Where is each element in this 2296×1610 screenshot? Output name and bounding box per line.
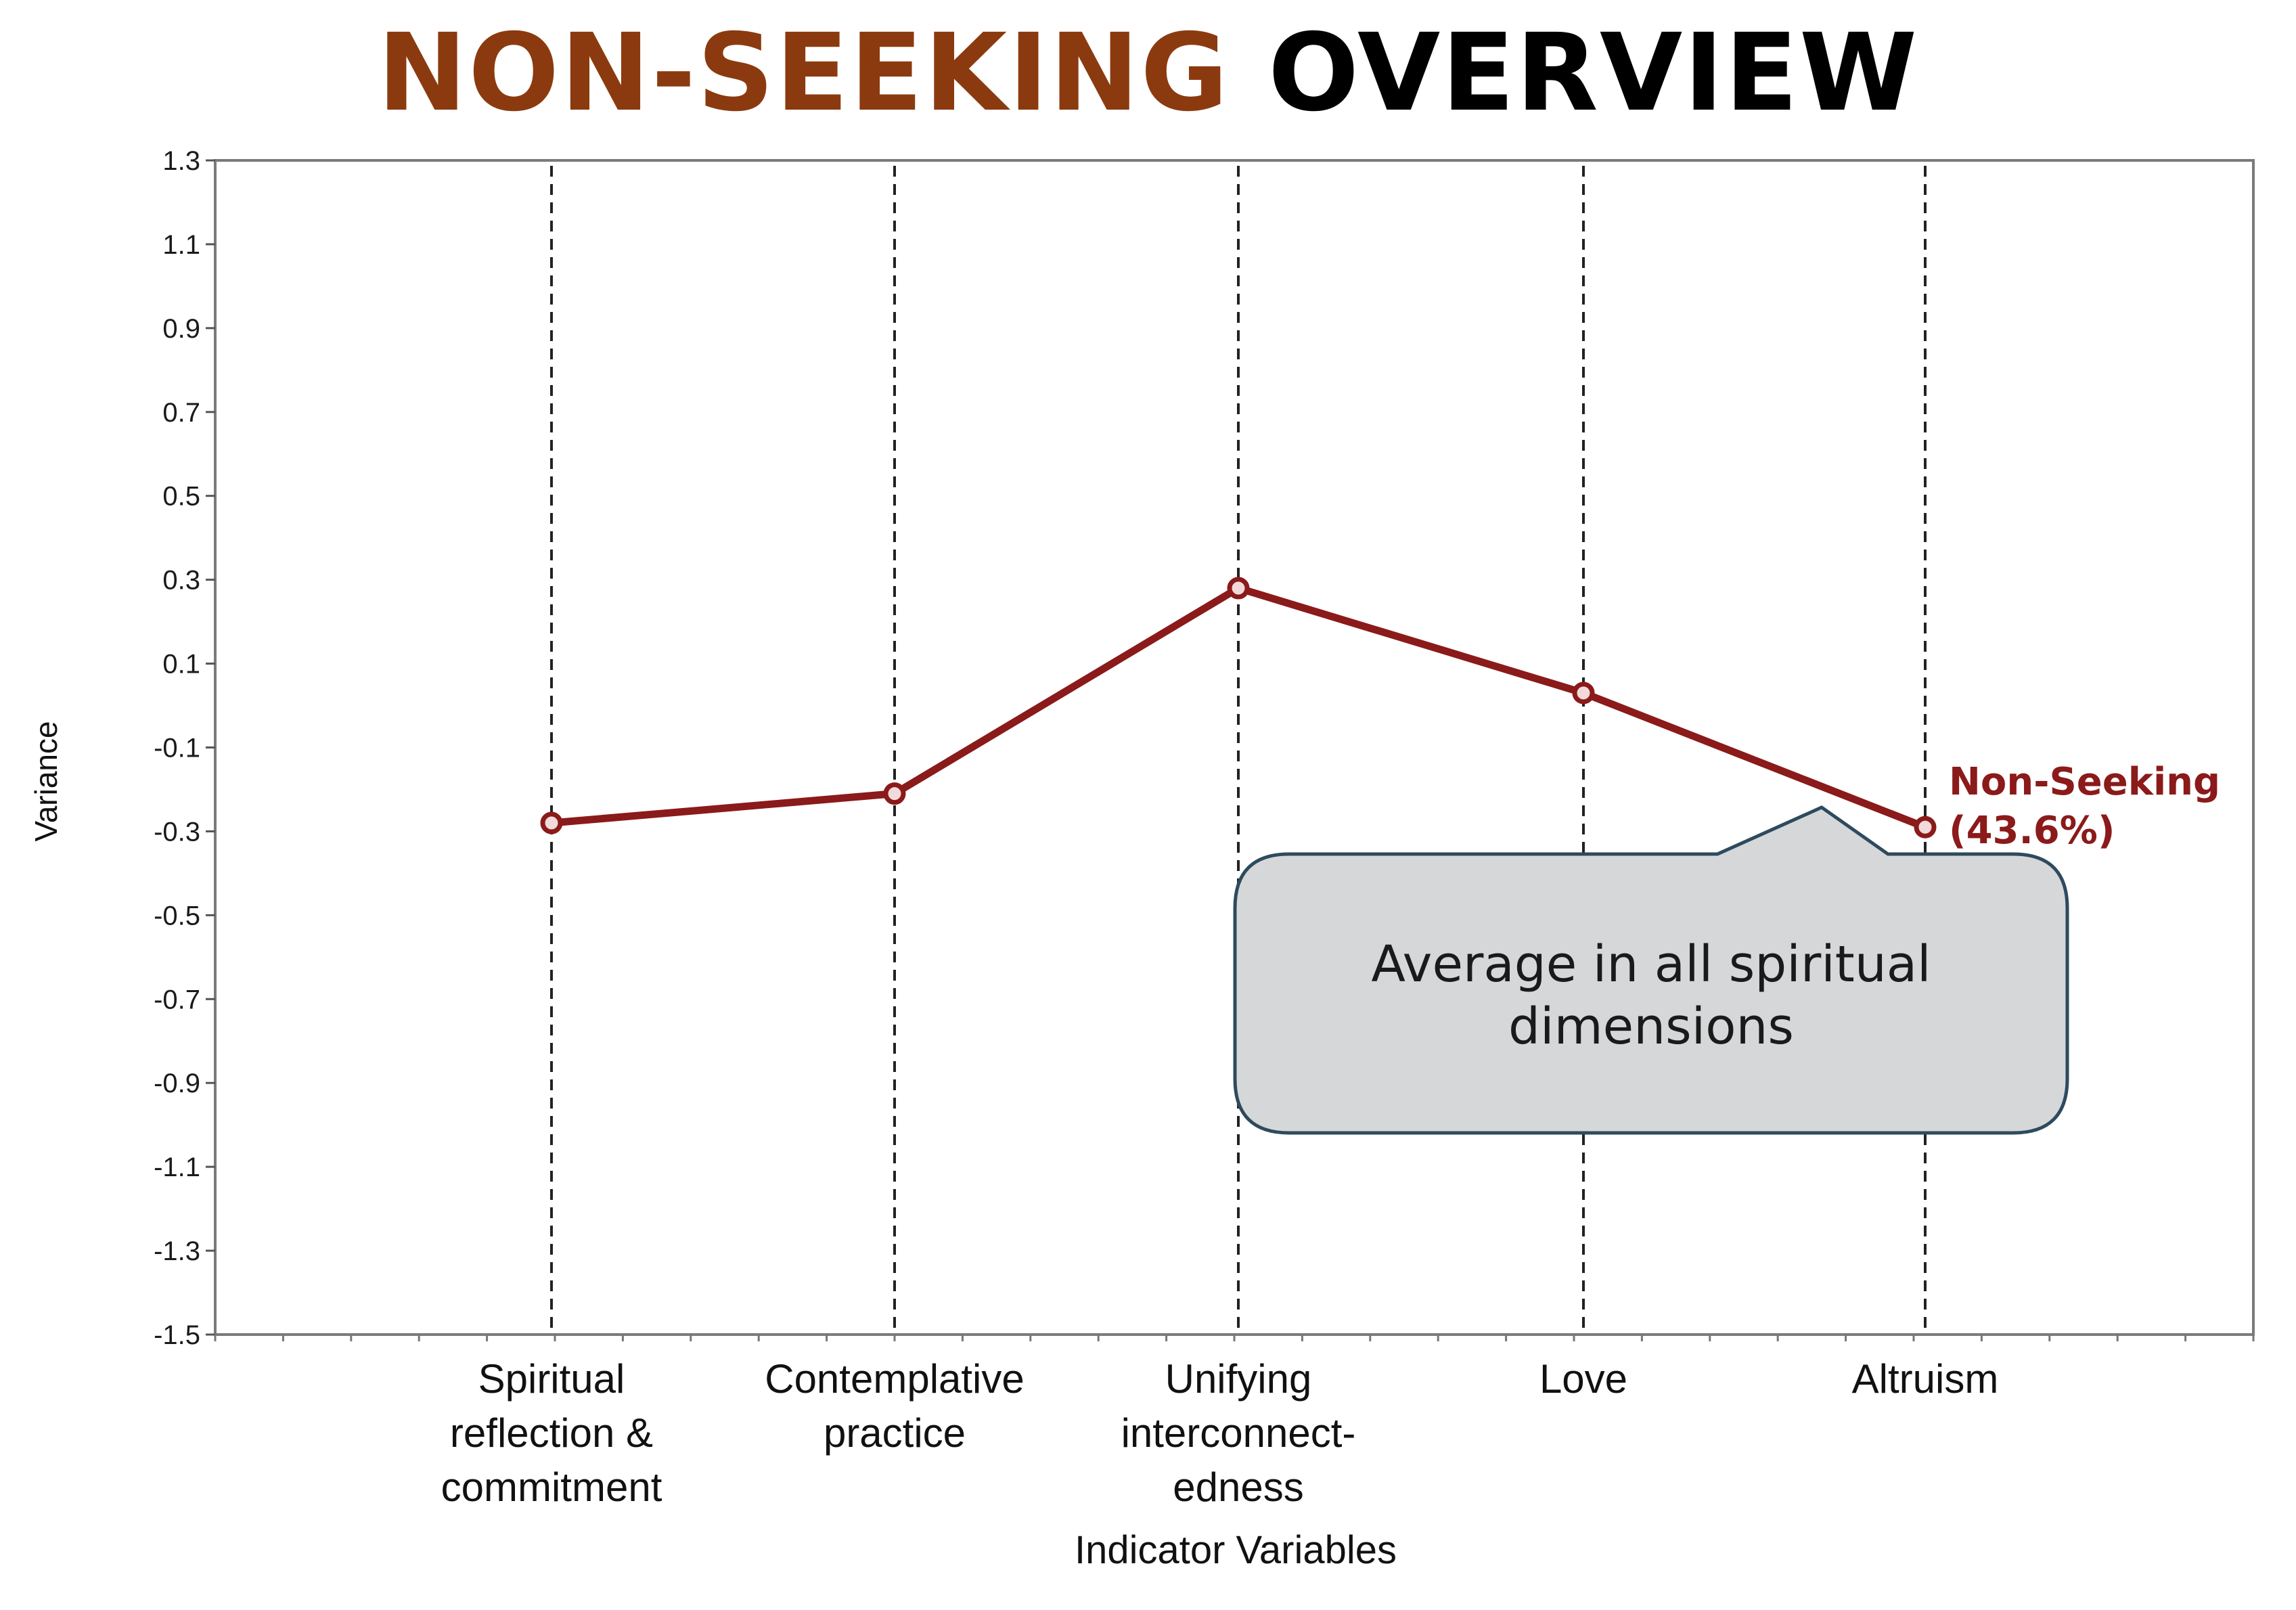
y-tick-label: -0.3 — [154, 817, 200, 847]
x-category-label-line: commitment — [441, 1464, 662, 1510]
series-layer — [540, 577, 1937, 838]
plot-area-frame — [214, 159, 2255, 1336]
x-category-label: Unifying interconnect-edness — [1121, 1356, 1356, 1510]
y-tick-label: -0.1 — [154, 734, 200, 763]
series-label-line: Non-Seeking — [1949, 760, 2220, 804]
title-accent: NON-SEEKING — [377, 11, 1230, 135]
x-category-label: Spiritual reflection & commitment — [441, 1356, 662, 1510]
x-category-label: Love — [1539, 1356, 1627, 1402]
y-tick-label: 0.3 — [162, 566, 200, 596]
title-rest: OVERVIEW — [1267, 11, 1919, 135]
series-label: Non-Seeking (43.6%) — [1949, 760, 2220, 853]
data-point — [883, 782, 906, 805]
series-label-line: (43.6%) — [1949, 809, 2115, 853]
x-category-label-line: Altruism — [1852, 1356, 1999, 1402]
grid-layer — [550, 166, 1927, 1331]
y-tick-label: 1.3 — [162, 146, 200, 176]
chart-title: NON-SEEKING OVERVIEW — [0, 12, 2296, 134]
x-category-label-line: edness — [1173, 1464, 1303, 1510]
data-point — [1914, 815, 1937, 838]
data-point — [540, 811, 563, 834]
axis-layer: 1.3 1.1 0.9 0.7 0.5 0.3 0.1 -0.1 -0.3 -0.5 -0.7 -0.… — [154, 146, 2255, 1350]
y-tick-label: 0.5 — [162, 482, 200, 512]
label-layer: Variance Spiritual reflection & commitment C… — [28, 721, 2220, 1572]
x-category-label-line: interconnect- — [1121, 1410, 1356, 1456]
x-category-label-line: reflection & — [450, 1410, 653, 1456]
x-category-label: Contemplative practice — [765, 1356, 1025, 1456]
x-category-label-line: practice — [824, 1410, 966, 1456]
callout-bubble — [1233, 805, 2069, 1135]
y-tick-label: -0.5 — [154, 901, 200, 931]
data-point — [1572, 681, 1595, 705]
y-axis-title: Variance — [28, 721, 64, 841]
y-tick-label: 0.1 — [162, 650, 200, 679]
y-tick-label: -1.1 — [154, 1153, 200, 1182]
callout-text-line: dimensions — [1508, 998, 1794, 1056]
y-tick-label: 0.9 — [162, 314, 200, 344]
callout-text-line: Average in all spiritual — [1371, 935, 1931, 993]
x-axis-title: Indicator Variables — [1075, 1528, 1397, 1572]
x-category-label: Altruism — [1852, 1356, 1999, 1402]
y-tick-label: 1.1 — [162, 230, 200, 260]
y-tick-label: -0.9 — [154, 1069, 200, 1098]
y-tick-label: 0.7 — [162, 398, 200, 428]
x-category-label-line: Contemplative — [765, 1356, 1025, 1402]
data-point — [1227, 577, 1250, 600]
y-tick-label: -1.5 — [154, 1320, 200, 1350]
x-category-label-line: Spiritual — [478, 1356, 625, 1402]
y-tick-label: -1.3 — [154, 1236, 200, 1266]
x-category-label-line: Love — [1539, 1356, 1627, 1402]
y-tick-label: -0.7 — [154, 985, 200, 1014]
x-category-label-line: Unifying — [1165, 1356, 1312, 1402]
